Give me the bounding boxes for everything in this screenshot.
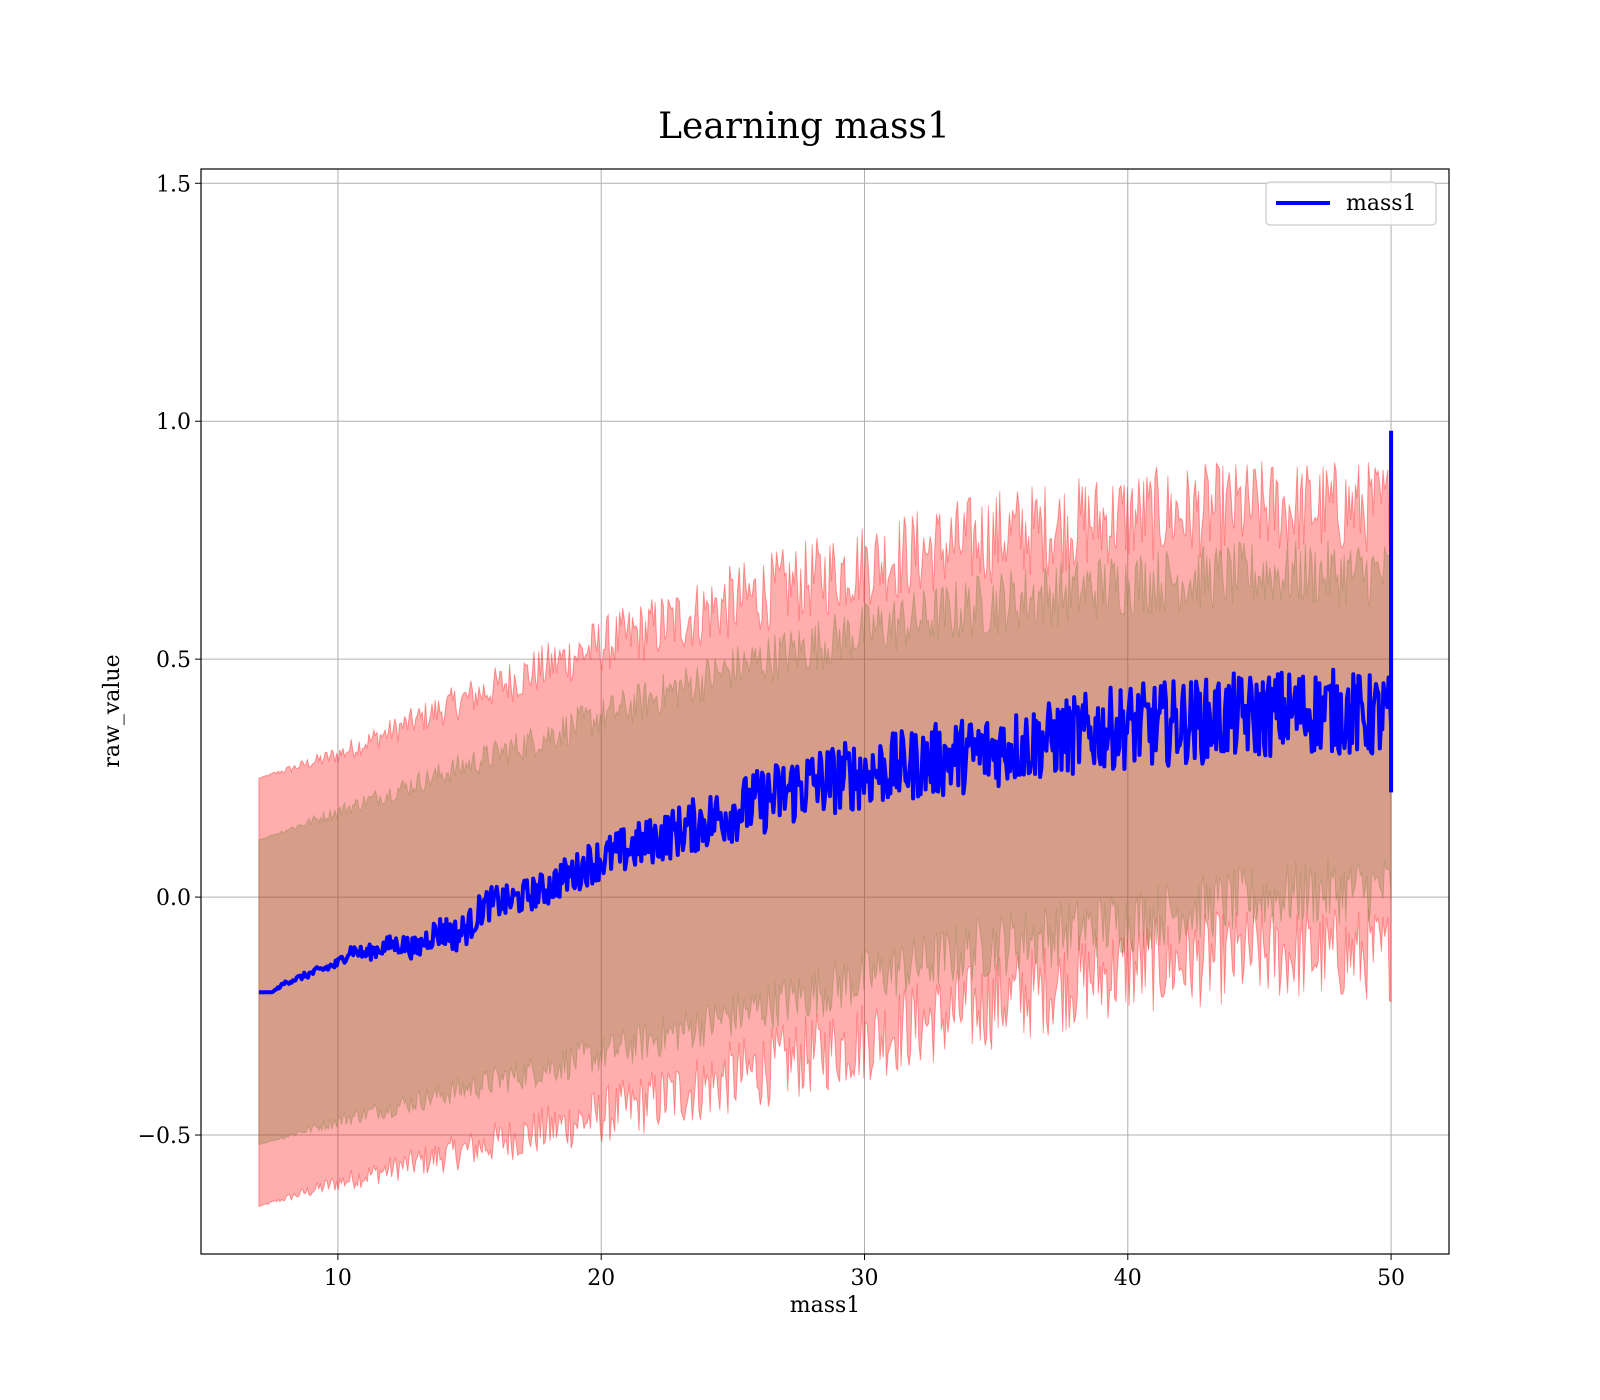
y-tick-label: −0.5: [138, 1124, 191, 1149]
y-tick-label: 1.0: [156, 410, 191, 435]
y-axis-title: raw_value: [100, 654, 125, 767]
grid-lines: [201, 169, 1449, 1254]
x-tick-label: 10: [324, 1266, 352, 1291]
x-tick-label: 30: [850, 1266, 878, 1291]
y-tick-label: 0.5: [156, 648, 191, 673]
y-axis: −0.5 0.0 0.5 1.0 1.5: [138, 172, 201, 1149]
plot-frame: [200, 168, 1450, 1255]
y-tick-label: 0.0: [156, 886, 191, 911]
legend-label-mass1: mass1: [1346, 191, 1417, 216]
x-axis: 10 20 30 40 50: [324, 1254, 1405, 1291]
series-lines: [258, 430, 1394, 995]
band-outer: [258, 461, 1392, 1208]
band-inner: [258, 540, 1392, 1146]
plot-area: [200, 168, 1450, 1255]
legend: mass1: [1265, 181, 1437, 226]
x-axis-title: mass1: [790, 1293, 861, 1318]
x-tick-label: 40: [1114, 1266, 1142, 1291]
y-tick-label: 1.5: [156, 172, 191, 197]
series-line-mass1: [258, 667, 1394, 995]
confidence-bands: [258, 461, 1392, 1208]
chart-title: Learning mass1: [658, 106, 950, 147]
x-tick-label: 20: [587, 1266, 615, 1291]
legend-box: [1265, 181, 1437, 226]
x-tick-label: 50: [1377, 1266, 1405, 1291]
